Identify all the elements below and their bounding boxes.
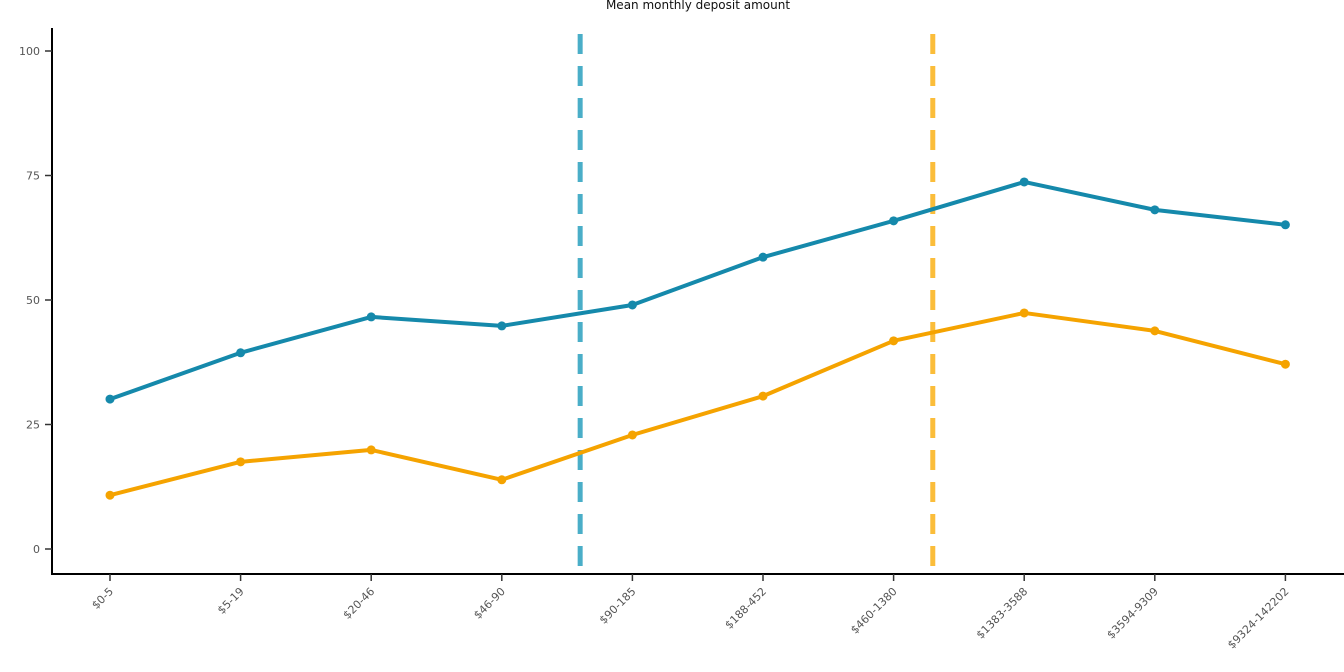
x-tick-label: $90-185 <box>597 585 639 627</box>
series-2-point <box>627 430 637 440</box>
series-1-point <box>105 394 115 404</box>
series-1-point <box>1150 205 1160 215</box>
series-2-point <box>236 457 246 467</box>
series-1-point <box>497 321 507 331</box>
series-1-point <box>236 348 246 358</box>
x-tick-label: $460-1380 <box>848 585 900 637</box>
series-1-point <box>889 216 899 226</box>
series-2-point <box>889 336 899 346</box>
x-tick-label: $3594-9309 <box>1104 585 1161 642</box>
series-1-line <box>109 179 1286 401</box>
y-tick-label: 25 <box>26 419 40 432</box>
y-tick-label: 0 <box>33 543 40 556</box>
x-tick-label: $9324-142202 <box>1225 585 1291 651</box>
x-tick-label: $5-19 <box>215 585 247 617</box>
x-tick-label: $0-5 <box>89 585 116 612</box>
series-2-point <box>497 475 507 485</box>
series-1-point <box>366 312 376 322</box>
x-tick-label: $46-90 <box>471 585 508 622</box>
y-tick-label: 100 <box>19 45 40 58</box>
series-2-point <box>1280 359 1290 369</box>
series-2-point <box>105 490 115 500</box>
y-tick-label: 75 <box>26 170 40 183</box>
series-2-point <box>1150 326 1160 336</box>
x-tick-label: $20-46 <box>341 585 378 622</box>
x-tick-label: $188-452 <box>722 585 769 632</box>
x-tick-label: $1383-3588 <box>974 585 1031 642</box>
chart-title: Mean monthly deposit amount <box>606 0 790 12</box>
y-tick-label: 50 <box>26 294 40 307</box>
series-1-point <box>1280 220 1290 230</box>
series-2-line <box>109 310 1286 498</box>
series-1-point <box>627 300 637 310</box>
series-1-point <box>758 252 768 262</box>
series-2-point <box>366 445 376 455</box>
series-1-point <box>1019 177 1029 187</box>
series-2-point <box>1019 308 1029 318</box>
series-2-point <box>758 391 768 401</box>
